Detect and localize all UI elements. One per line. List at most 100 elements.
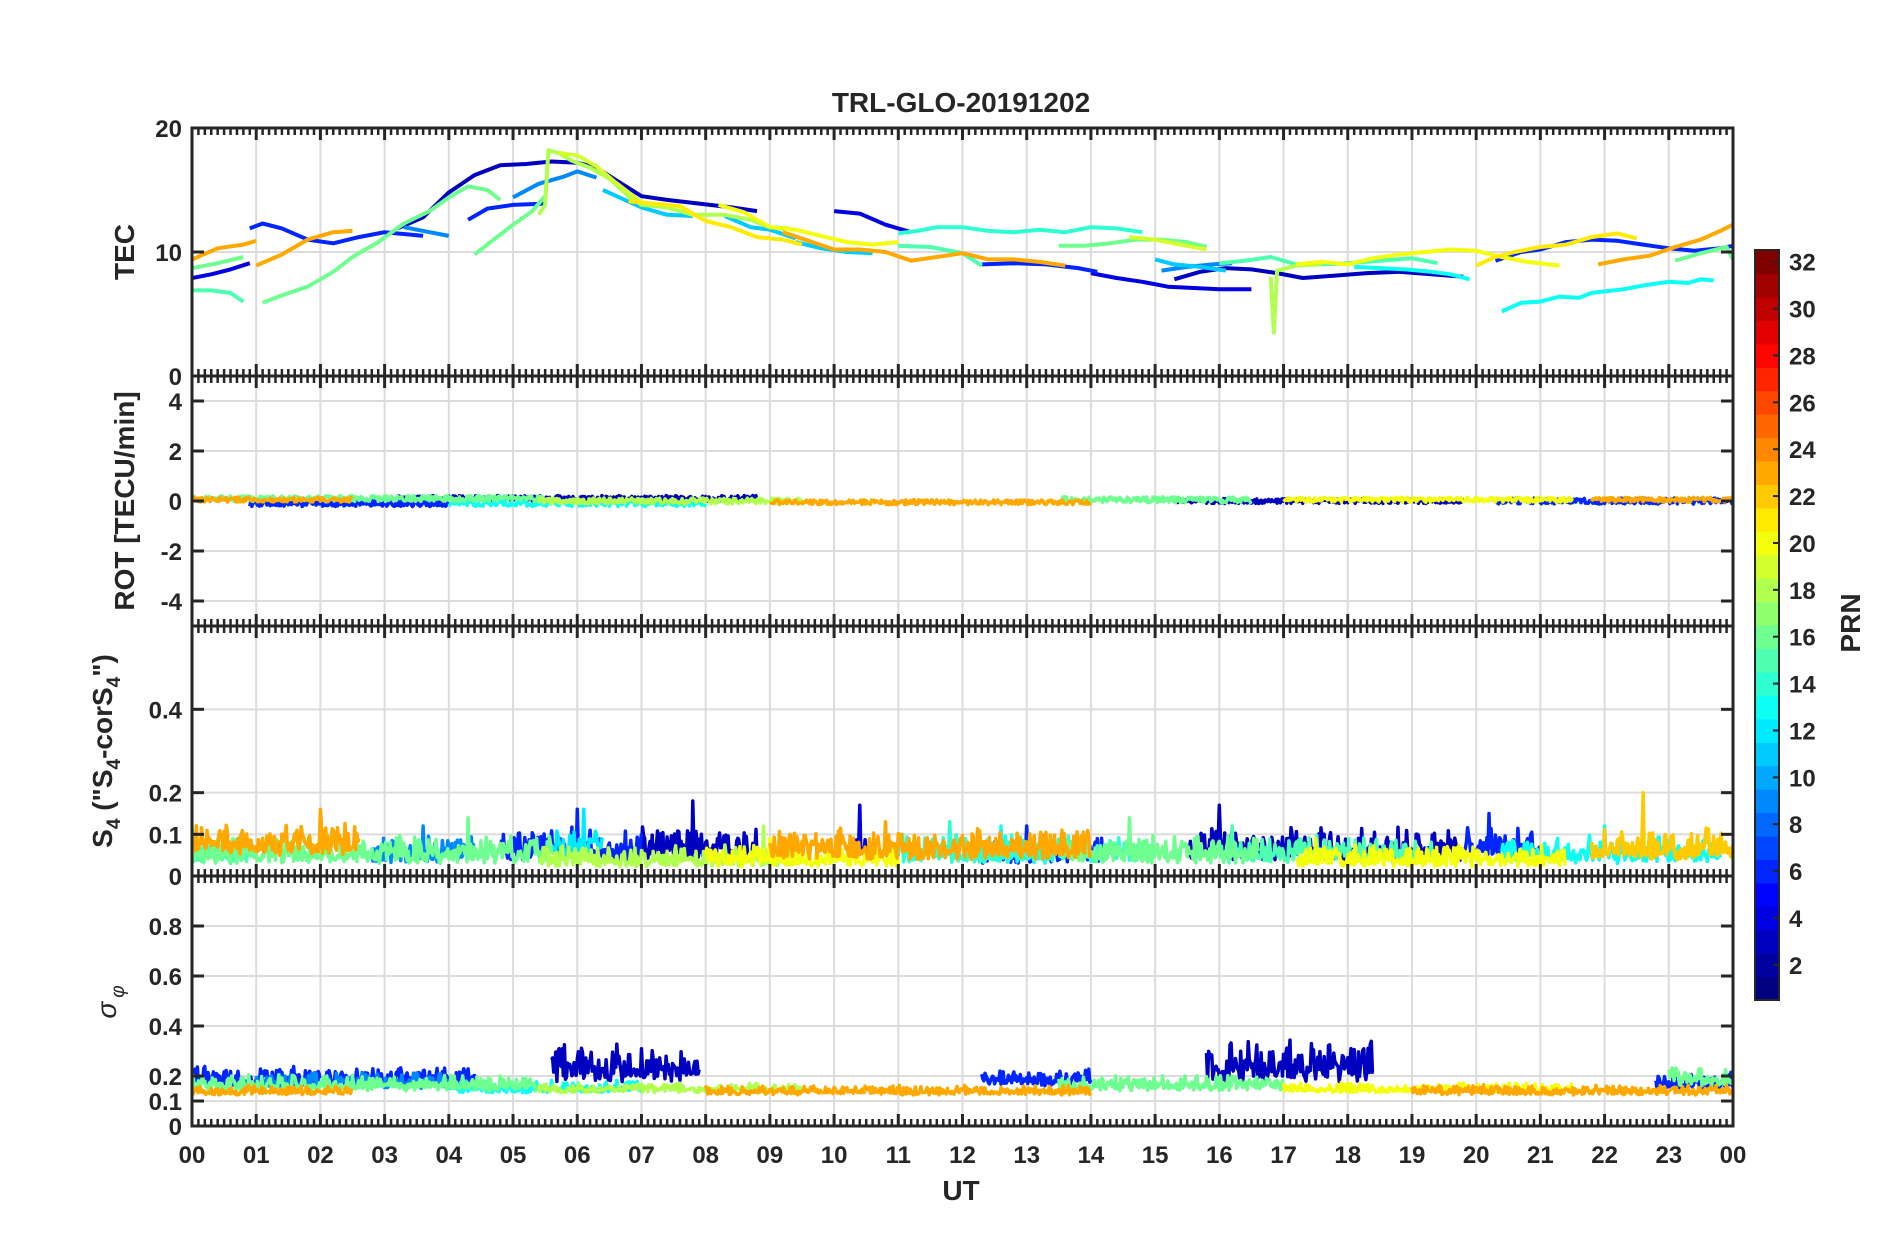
s4-series-prn-20 xyxy=(1294,836,1568,869)
colorbar-frame xyxy=(1754,249,1780,1001)
tec-series-prn-16 xyxy=(261,184,502,305)
sigma-y-tick-labels: 00.10.2 0.4 0.6 0.8 xyxy=(149,914,183,1141)
sigma-series-prn-18 xyxy=(536,1081,803,1095)
rot-series-prn-23 xyxy=(1590,495,1733,504)
s4-y-tick-label: 0.2 xyxy=(149,781,182,808)
s4-y-tick-label: 0.1 xyxy=(149,822,182,849)
s4-axis-label: S4 ("S4-corS4") xyxy=(87,654,125,848)
colorbar-tick-label: 18 xyxy=(1789,578,1816,605)
colorbar-tick-label: 26 xyxy=(1789,390,1816,417)
colorbar-segment xyxy=(1755,882,1779,907)
sigma-y-tick-label: 0.4 xyxy=(149,1014,183,1041)
s4-y-tick-labels: 0 0.1 0.2 0.4 xyxy=(149,697,183,891)
sigma-series-prn-23 xyxy=(192,1083,354,1097)
tec-series-prn-16 xyxy=(473,194,547,257)
sigma-series-prn-23 xyxy=(703,1083,1093,1097)
sigma-y-tick-label: 0.8 xyxy=(149,914,182,941)
sigma-series-prn-6 xyxy=(980,1067,1093,1088)
s4-y-tick-label: 0 xyxy=(169,864,182,891)
tec-series-prn-4 xyxy=(833,209,912,235)
sigma-y-tick-label: 0 xyxy=(169,1114,182,1141)
sigma-series-prn-3 xyxy=(1204,1038,1375,1084)
colorbar-tick-label: 12 xyxy=(1789,718,1816,745)
x-tick-label: 08 xyxy=(692,1142,719,1169)
colorbar-tick-label: 6 xyxy=(1789,859,1802,886)
tec-series-prn-9 xyxy=(403,225,450,238)
tec-axis-label: TEC xyxy=(109,224,140,280)
tec-y-tick-label: 20 xyxy=(155,116,182,143)
tec-series-prn-19 xyxy=(557,150,643,204)
colorbar-tick-label: 2 xyxy=(1789,953,1802,980)
sigma-ticks xyxy=(190,874,1735,1128)
colorbar-segment xyxy=(1755,320,1779,345)
tec-series-prn-4 xyxy=(192,261,251,280)
x-tick-label: 03 xyxy=(371,1142,398,1169)
rot-axis-label: ROT [TECU/min] xyxy=(109,391,140,610)
x-tick-labels: 00 01 02 03 04 05 06 07 08 09 10 11 12 13 14 15 16 17 18 19… xyxy=(179,1142,1747,1169)
tec-series-prn-16 xyxy=(192,255,244,271)
tec-series-prn-13 xyxy=(1354,264,1471,282)
sigma-y-tick-label: 0.6 xyxy=(149,964,182,991)
s4-series-prn-23 xyxy=(192,807,361,858)
tec-y-tick-labels: 0 10 20 xyxy=(155,116,182,391)
tec-series xyxy=(192,148,1733,335)
rot-y-tick-label: 0 xyxy=(169,489,182,516)
colorbar-segment xyxy=(1755,273,1779,298)
tec-series-prn-9 xyxy=(512,169,598,200)
colorbar-tick-label: 4 xyxy=(1789,906,1803,933)
sigma-series-prn-16 xyxy=(1667,1066,1733,1088)
sigma-panel: 00.10.2 0.4 0.6 0.8 xyxy=(149,874,1735,1141)
x-tick-label: 23 xyxy=(1655,1142,1682,1169)
colorbar-segment xyxy=(1755,648,1779,673)
rot-series-prn-16 xyxy=(1057,495,1253,505)
x-tick-label: 15 xyxy=(1142,1142,1169,1169)
chart-title: TRL-GLO-20191202 xyxy=(832,87,1090,118)
s4-series-prn-18 xyxy=(537,824,798,869)
x-tick-label: 14 xyxy=(1078,1142,1105,1169)
tec-series-prn-21 xyxy=(1475,231,1638,268)
tec-panel: 0 10 20 xyxy=(155,116,1735,391)
x-tick-label: 20 xyxy=(1463,1142,1490,1169)
x-tick-label: 07 xyxy=(628,1142,655,1169)
s4-series-prn-23 xyxy=(768,820,1093,862)
tec-series-prn-23 xyxy=(1597,222,1733,267)
rot-panel: -4 -2 0 2 4 xyxy=(161,374,1735,628)
tec-series-prn-19 xyxy=(1129,235,1207,252)
x-tick-label: 17 xyxy=(1270,1142,1297,1169)
tec-series-prn-23 xyxy=(192,238,257,262)
colorbar-tick-label: 10 xyxy=(1789,765,1816,792)
rot-series xyxy=(192,493,1733,509)
colorbar-tick-label: 28 xyxy=(1789,343,1816,370)
x-tick-label: 12 xyxy=(949,1142,976,1169)
rot-series-prn-18 xyxy=(537,496,804,506)
x-tick-label: 02 xyxy=(307,1142,334,1169)
sigma-series-prn-3 xyxy=(550,1042,701,1084)
tec-series-prn-13 xyxy=(1500,277,1714,314)
sigma-axis-label: σφ xyxy=(91,985,129,1018)
tec-series-prn-23 xyxy=(782,230,1066,268)
tec-series-prn-4 xyxy=(1090,271,1252,292)
tec-series-prn-23 xyxy=(255,228,353,268)
rot-y-tick-labels: -4 -2 0 2 4 xyxy=(161,389,183,616)
x-tick-label: 13 xyxy=(1013,1142,1040,1169)
colorbar-segment xyxy=(1755,460,1779,485)
colorbar-segment xyxy=(1755,601,1779,626)
rot-y-tick-label: 2 xyxy=(169,439,182,466)
rot-y-tick-label: -4 xyxy=(161,589,183,616)
colorbar-segment xyxy=(1755,835,1779,860)
tec-y-tick-label: 0 xyxy=(169,364,182,391)
sigma-series xyxy=(192,1038,1733,1097)
x-tick-label: 16 xyxy=(1206,1142,1233,1169)
colorbar-segment xyxy=(1755,976,1779,1001)
x-tick-label: 06 xyxy=(564,1142,591,1169)
x-tick-label: 10 xyxy=(821,1142,848,1169)
rot-series-prn-23 xyxy=(192,495,354,504)
x-tick-label: 00 xyxy=(179,1142,206,1169)
x-tick-label: 05 xyxy=(500,1142,527,1169)
x-tick-label: 01 xyxy=(243,1142,270,1169)
colorbar-tick-label: 24 xyxy=(1789,437,1816,464)
sigma-series-prn-23 xyxy=(1410,1082,1733,1097)
colorbar-segment xyxy=(1755,367,1779,392)
